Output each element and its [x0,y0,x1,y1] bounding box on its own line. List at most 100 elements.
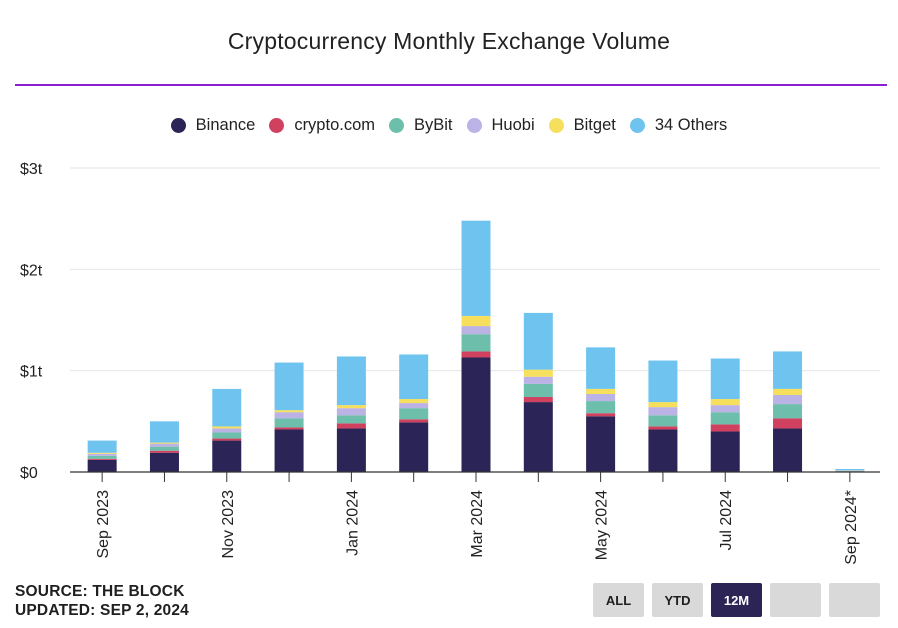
bar-segment [212,426,242,429]
bar-segment [523,376,553,384]
bar-segment [399,403,429,409]
bar-segment [149,443,179,447]
bar-segment [212,438,242,441]
bar-segment [87,455,117,459]
bar-segment [212,388,242,427]
bar-segment [274,427,304,430]
x-tick-label: Jul 2024 [718,490,735,551]
bar-chart: $0 $1t $2t $3t Sep 2023 Nov 2023 Jan 2024 Mar 2… [20,161,880,565]
bar-segment [149,446,179,451]
range-button-blank[interactable] [770,583,821,617]
x-tick-label: Mar 2024 [469,490,486,558]
chart-title: Cryptocurrency Monthly Exchange Volume [227,28,671,54]
bar-segment [87,452,117,454]
bar-segment [523,383,553,398]
bar-segment [399,408,429,420]
legend-swatch [389,118,404,133]
bar-segment [523,397,553,403]
legend-swatch [548,118,564,133]
legend-label: ByBit [414,116,453,134]
bar-segment [274,418,304,428]
bar-segment [773,351,803,389]
y-tick-label: $1t [20,364,43,381]
bar-segment [710,405,740,413]
bar-segment [835,470,865,472]
bar-segment [87,459,117,472]
bar-segment [461,351,491,358]
chart-footer: SOURCE: THE BLOCK UPDATED: SEP 2, 2024 [15,582,189,620]
legend-item[interactable]: ByBit [389,116,453,135]
legend-label: crypto.com [294,116,375,134]
bar-segment [274,410,304,413]
chart-legend: Binance crypto.com ByBit Huobi Bitget 34 Othe… [0,116,898,135]
bar-segment [773,428,803,472]
bar-segment [149,450,179,453]
bar-segment [710,424,740,432]
bar-segment [461,326,491,335]
bar-segment [87,458,117,460]
y-tick-label: $3t [20,161,43,178]
bar-segment [586,347,616,389]
legend-item[interactable]: crypto.com [269,116,375,135]
bar-segment [336,428,366,472]
bar-segment [149,452,179,472]
bar-segment [461,220,491,316]
bar-segment [648,402,678,408]
bar-segment [336,405,366,409]
bar-segment [274,429,304,472]
bar-segment [648,407,678,416]
bar-segment [523,369,553,377]
legend-swatch [629,118,645,133]
bar-segment [274,412,304,419]
x-tick-label: Jan 2024 [344,490,361,556]
bar-segment [586,388,616,394]
x-tick-label: May 2024 [594,490,611,560]
y-tick-label: $2t [20,262,43,279]
range-button-12m[interactable]: 12M [711,583,762,617]
bar-segment [710,412,740,425]
legend-label: Binance [195,116,256,134]
bar-segment [835,468,865,471]
legend-item[interactable]: Binance [170,116,256,135]
bar-segment [773,388,803,395]
x-tick-label: Nov 2023 [220,490,237,559]
bar-segment [523,312,553,370]
bar-segment [461,357,491,472]
bar-segment [149,442,179,444]
bar-segment [648,426,678,430]
range-button-ytd[interactable]: YTD [652,583,703,617]
bar-segment [586,393,616,402]
bar-segment [586,416,616,472]
bar-segment [399,399,429,404]
x-tick-label: Sep 2023 [95,490,112,559]
legend-item[interactable]: Huobi [466,116,535,135]
bar-segment [710,358,740,400]
bar-segment [586,401,616,414]
x-tick-label: Sep 2024* [843,490,860,565]
range-buttons: ALL YTD 12M [593,583,880,617]
legend-item[interactable]: 34 Others [629,116,728,135]
bar-segment [212,440,242,472]
legend-item[interactable]: Bitget [548,116,616,135]
source-label: SOURCE: THE BLOCK [15,583,185,600]
legend-label: 34 Others [654,116,728,134]
bar-segment [586,413,616,417]
range-button-all[interactable]: ALL [593,583,644,617]
y-tick-label: $0 [20,465,38,482]
bar-segment [648,360,678,403]
bar-segment [648,415,678,427]
bar-segment [399,419,429,423]
bar-segment [336,423,366,429]
bar-segment [149,421,179,443]
legend-label: Huobi [491,116,535,134]
bar-segment [212,432,242,439]
bar-segment [461,334,491,352]
legend-swatch [466,118,482,133]
bar-segment [87,440,117,453]
bar-segment [336,408,366,416]
legend-swatch [269,118,285,133]
range-button-blank[interactable] [829,583,880,617]
bar-segment [710,431,740,472]
bar-segment [399,354,429,400]
bar-segment [336,356,366,406]
